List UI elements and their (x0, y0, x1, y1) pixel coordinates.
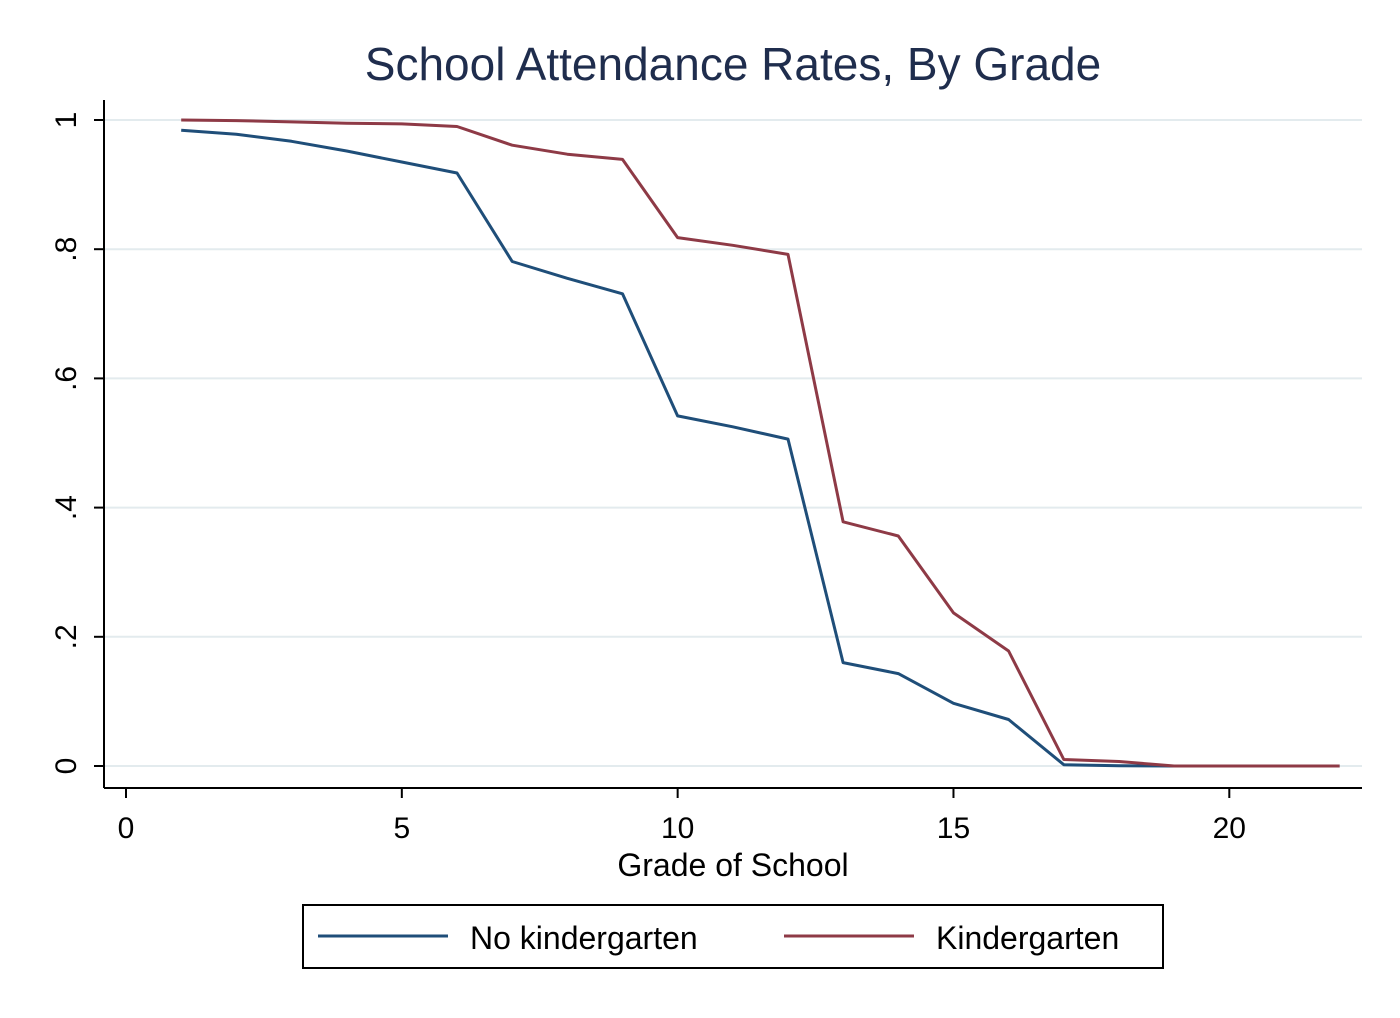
series-line-0 (181, 128, 1340, 768)
legend-label-0: No kindergarten (470, 920, 698, 956)
y-tick-label-5: 1 (50, 112, 83, 129)
x-tick-label-0: 0 (118, 812, 135, 845)
series-line-1 (181, 118, 1340, 768)
legend-label-1: Kindergarten (936, 920, 1119, 956)
y-tick-label-1: .2 (50, 624, 83, 649)
x-axis-title: Grade of School (617, 847, 848, 883)
chart-title: School Attendance Rates, By Grade (365, 38, 1101, 90)
x-tick-label-4: 20 (1213, 812, 1246, 845)
x-tick-label-3: 15 (937, 812, 970, 845)
x-tick-label-1: 5 (393, 812, 410, 845)
legend: No kindergarten Kindergarten (302, 904, 1164, 969)
y-axis: 0 .2 .4 .6 .8 1 (50, 100, 105, 788)
y-tick-label-4: .8 (50, 237, 83, 262)
x-tick-label-2: 10 (661, 812, 694, 845)
gridlines (104, 119, 1362, 767)
series-lines (181, 118, 1340, 768)
x-axis: 0 5 10 15 20 (104, 787, 1362, 845)
y-tick-label-2: .4 (50, 495, 83, 520)
y-tick-label-3: .6 (50, 366, 83, 391)
y-tick-label-0: 0 (50, 758, 83, 775)
